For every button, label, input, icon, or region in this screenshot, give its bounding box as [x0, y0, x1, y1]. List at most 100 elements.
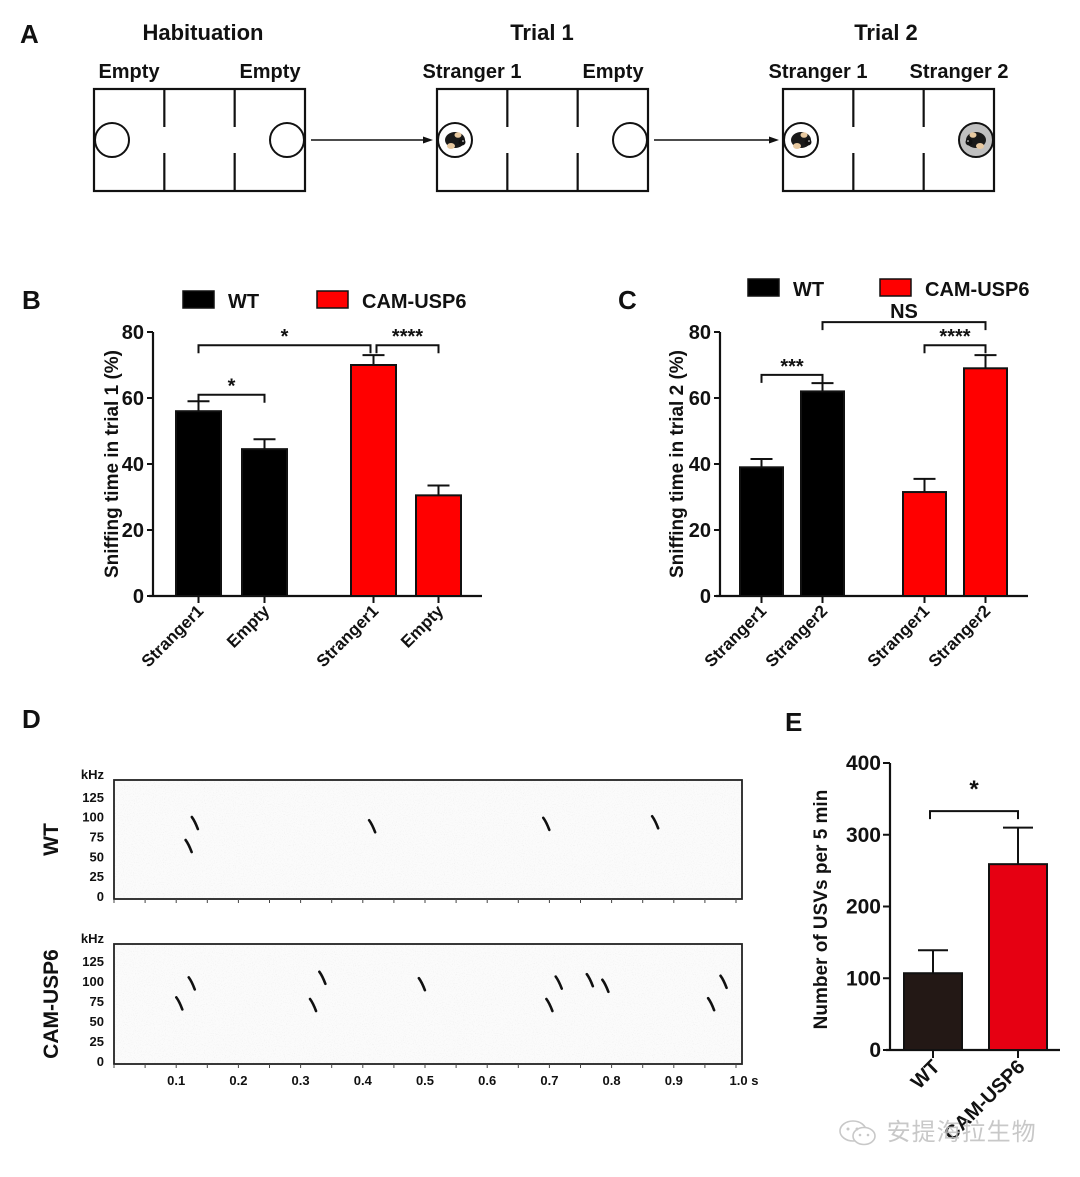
significance-label: NS: [890, 301, 918, 323]
usv-call-mark: [601, 978, 610, 994]
right-chamber-label: Empty: [582, 61, 644, 83]
y-tick-label: 0: [97, 889, 104, 904]
watermark: 安提海拉生物: [838, 1112, 1037, 1147]
left-chamber-label: Empty: [98, 61, 160, 83]
y-tick-label: 75: [90, 994, 104, 1009]
significance-label: *: [281, 326, 289, 348]
y-axis-title: Number of USVs per 5 min: [811, 790, 832, 1030]
y-tick-label: 200: [846, 896, 881, 919]
x-tick-label: Stranger1: [138, 601, 208, 671]
y-axis-title: Sniffing time in trial 2 (%): [667, 350, 688, 578]
y-tick-label: 80: [689, 322, 711, 344]
x-tick-label: WT: [907, 1056, 945, 1094]
stage-title: Habituation: [143, 20, 264, 45]
y-tick-label: 50: [90, 1014, 104, 1029]
spectrogram-noise: [114, 944, 742, 1064]
significance-bracket: ***: [760, 356, 824, 383]
x-tick-label: 0.4: [354, 1073, 373, 1088]
y-tick-label: 0: [133, 586, 144, 608]
significance-bracket: *: [929, 776, 1019, 820]
y-tick-label: 100: [82, 810, 104, 825]
y-unit-label: kHz: [81, 767, 105, 782]
significance-label: ****: [939, 326, 970, 348]
x-tick-label: Empty: [397, 601, 448, 652]
x-tick-label: 0.6: [478, 1073, 496, 1088]
x-tick-label: Stranger2: [925, 601, 995, 671]
panel-a-diagram: A Habituation Empty Empty Trial 1 Stranger 1…: [20, 19, 1009, 193]
panel-b-chart: B WT CAM-USP6 0 20 40 60 80 Sniffing time in tri…: [22, 285, 482, 671]
usv-call-mark: [190, 815, 200, 831]
y-tick-label: 100: [846, 967, 881, 990]
legend-swatch-cam-usp6: [879, 278, 912, 297]
bar-wt-stranger1: [175, 410, 222, 598]
y-tick-label: 50: [90, 849, 104, 864]
significance-label: *: [969, 776, 979, 803]
y-tick-label: 60: [689, 388, 711, 410]
bar-wt: [903, 972, 963, 1051]
spectrogram-noise: [114, 780, 742, 899]
right-chamber-label: Stranger 2: [910, 61, 1009, 83]
panel-letter: E: [785, 707, 802, 737]
stage-title: Trial 2: [854, 20, 918, 45]
legend-label: CAM-USP6: [925, 279, 1029, 301]
y-axis-title: Sniffing time in trial 1 (%): [102, 350, 123, 578]
left-chamber-label: Stranger 1: [769, 61, 868, 83]
usv-call-mark: [719, 974, 728, 990]
stage-2: Trial 1 Stranger 1 Empty: [423, 20, 779, 193]
x-tick-label: 0.3: [292, 1073, 310, 1088]
y-tick-label: 0: [869, 1039, 881, 1062]
usv-call-mark: [541, 816, 551, 832]
bracket-line: [929, 810, 1019, 820]
x-tick-label: Empty: [223, 601, 274, 652]
x-tick-label: 0.5: [416, 1073, 434, 1088]
y-tick-label: 300: [846, 824, 881, 847]
legend-swatch-cam-usp6: [316, 290, 349, 309]
x-tick-label: 0.9: [665, 1073, 683, 1088]
group-label: WT: [40, 823, 63, 856]
x-tick-label: 0.7: [540, 1073, 558, 1088]
left-cage-circle: [94, 122, 130, 158]
x-tick-label: Stranger1: [313, 601, 383, 671]
y-tick-label: 20: [122, 520, 144, 542]
usv-call-mark: [367, 818, 377, 834]
spectrogram-cam-usp6: 0 25 50 75 100 125 kHz CAM-USP6: [40, 931, 743, 1069]
y-tick-label: 25: [90, 1034, 104, 1049]
x-tick-label: 0.2: [229, 1073, 247, 1088]
significance-bracket: *: [197, 376, 266, 403]
stage-1: Habituation Empty Empty: [92, 20, 433, 193]
legend-swatch-wt: [182, 290, 215, 309]
bar-cam-usp6-stranger2: [963, 367, 1008, 597]
bracket-line: [760, 373, 824, 383]
y-tick-label: 25: [90, 869, 104, 884]
stage-3: Trial 2 Stranger 1 Stranger 2: [769, 20, 1009, 193]
bar-wt-stranger1: [739, 466, 784, 597]
bracket-line: [375, 344, 440, 354]
y-tick-label: 400: [846, 752, 881, 775]
watermark-text: 安提海拉生物: [886, 1118, 1037, 1146]
y-tick-label: 125: [82, 954, 104, 969]
usv-call-mark: [706, 996, 716, 1012]
usv-call-mark: [585, 972, 595, 988]
x-tick-label: 0.1: [167, 1073, 185, 1088]
panel-letter: C: [618, 285, 637, 315]
usv-call-mark: [417, 976, 427, 992]
usv-call-mark: [650, 814, 660, 830]
panel-d-spectrograms: D 0 25 50 75 100 125 kHz WT 0 25 50 75 100 125 kHz CAM-U…: [22, 704, 758, 1088]
significance-bracket: ****: [923, 326, 987, 354]
bracket-line: [197, 393, 266, 403]
bracket-line: [197, 344, 372, 354]
x-tick-label: 0.8: [603, 1073, 621, 1088]
right-chamber-label: Empty: [239, 61, 301, 83]
y-tick-label: 40: [122, 454, 144, 476]
panel-letter: D: [22, 704, 41, 734]
legend-label: WT: [228, 291, 259, 313]
usv-call-mark: [318, 970, 327, 986]
significance-bracket: NS: [821, 301, 987, 331]
usv-call-mark: [184, 838, 193, 854]
x-tick-label: 1.0 s: [730, 1073, 759, 1088]
bar-cam-usp6: [988, 863, 1048, 1051]
y-tick-label: 40: [689, 454, 711, 476]
group-label: CAM-USP6: [40, 949, 63, 1059]
y-tick-label: 0: [700, 586, 711, 608]
